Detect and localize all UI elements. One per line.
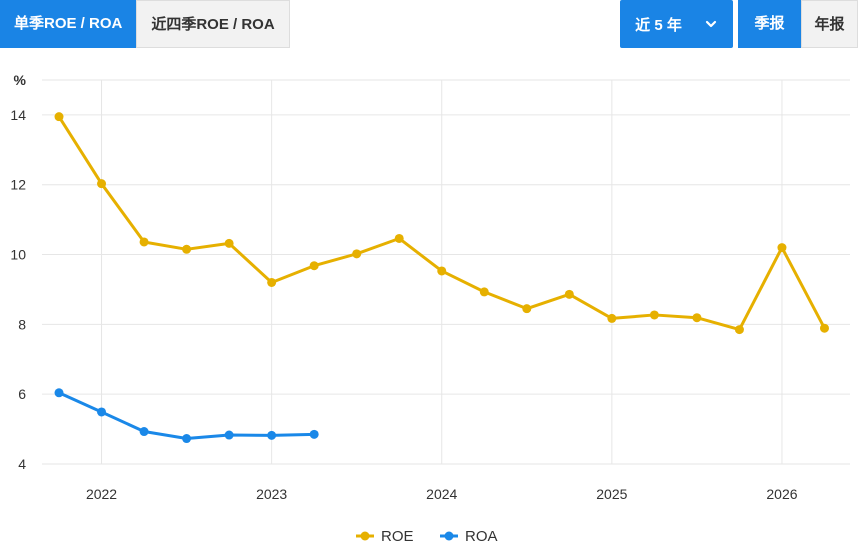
x-tick-label: 2026 [766,486,797,502]
data-point-roe [649,310,659,320]
data-point-roe [692,313,702,323]
data-point-roa [182,434,192,444]
x-tick-label: 2022 [86,486,117,502]
data-point-roe [777,243,787,253]
y-tick-label: 10 [10,247,26,263]
data-point-roe [437,266,447,276]
legend-marker-dot [360,531,370,541]
data-point-roe [564,289,574,299]
legend-label-roe: ROE [381,528,414,545]
data-point-roe [267,277,277,287]
tab-quarterly-roe-roa[interactable]: 单季ROE / ROA [0,0,137,48]
y-tick-label: 8 [18,316,26,332]
data-point-roa [267,430,277,440]
data-point-roe [522,304,532,314]
data-point-roe [139,237,149,247]
series-line-roa [57,391,316,441]
quarterly-report-button[interactable]: 季报 [738,0,801,48]
data-point-roe [819,323,829,333]
data-point-roe [394,233,404,243]
data-point-roa [309,429,319,439]
data-point-roa [139,427,149,437]
x-tick-label: 2024 [426,486,457,502]
y-tick-label: 14 [10,107,26,123]
tab-trailing-four-quarters-roe-roa[interactable]: 近四季ROE / ROA [136,0,290,48]
data-point-roa [54,388,64,398]
data-point-roe [182,244,192,254]
range-select-label: 近 5 年 [635,16,682,34]
data-point-roe [734,325,744,335]
chevron-down-icon [705,20,716,28]
data-point-roe [352,249,362,259]
range-select[interactable]: 近 5 年 [620,0,733,48]
y-tick-label: 12 [10,177,26,193]
x-tick-label: 2023 [256,486,287,502]
legend-label-roa: ROA [465,528,498,545]
period-controls: 近 5 年 季报 年报 [620,0,858,48]
y-tick-label: 4 [18,456,26,472]
data-point-roe [54,112,64,122]
y-axis-label: % [14,72,27,88]
data-point-roe [309,261,319,271]
data-point-roe [224,238,234,248]
data-point-roe [479,287,489,297]
data-point-roe [97,179,107,189]
metric-tabs: 单季ROE / ROA 近四季ROE / ROA [0,0,290,48]
data-point-roa [97,407,107,417]
x-tick-label: 2025 [596,486,627,502]
legend-marker-dot [444,531,454,541]
annual-report-button[interactable]: 年报 [801,0,858,48]
data-point-roa [224,430,234,440]
data-point-roe [607,313,617,323]
y-tick-label: 6 [18,386,26,402]
